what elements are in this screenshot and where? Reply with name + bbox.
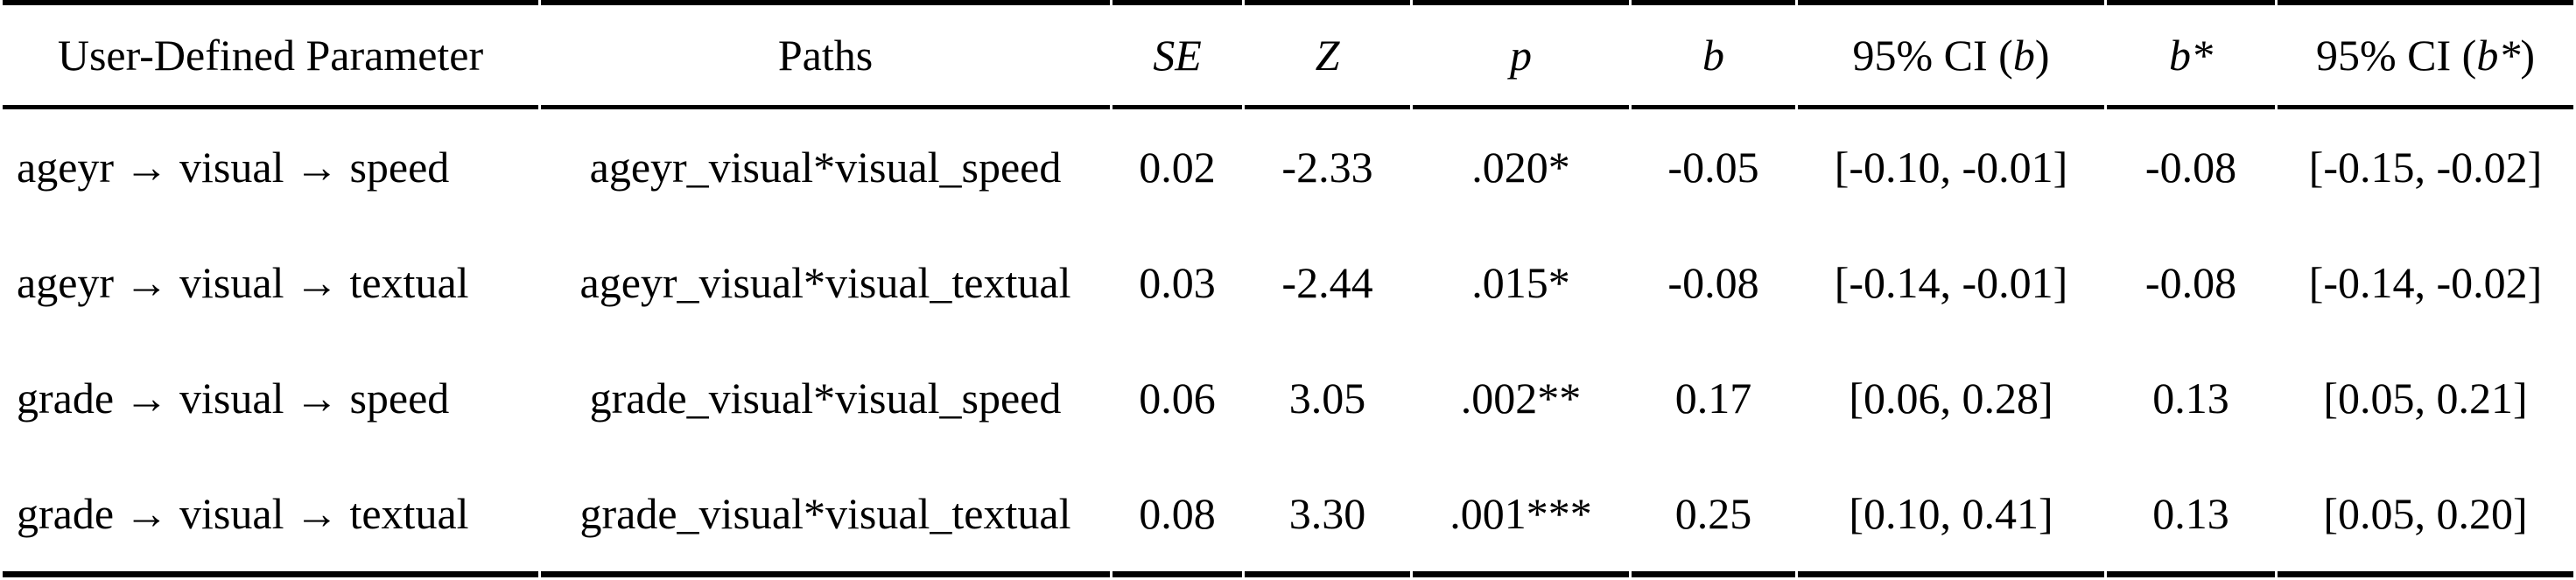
col-header-ci-b-star-label: 95% CI ( <box>2316 31 2477 80</box>
results-table-header: User-Defined Parameter Paths SE Z p b 95… <box>3 0 2573 109</box>
cell-ci-b: [-0.10, -0.01] <box>1834 143 2068 192</box>
col-header-ci-b-italic: b <box>2012 31 2035 80</box>
table-row: grade → visual → speed grade_visual*visu… <box>3 340 2573 456</box>
cell-ci-b-star: [-0.14, -0.02] <box>2308 258 2543 307</box>
cell-z: -2.33 <box>1281 143 1373 192</box>
col-header-parameter: User-Defined Parameter <box>3 0 538 109</box>
col-header-p-italic: p <box>1510 31 1532 80</box>
col-header-se-italic: SE <box>1153 31 1202 80</box>
cell-se: 0.02 <box>1139 143 1216 192</box>
cell-ci-b-star: [0.05, 0.20] <box>2278 456 2573 577</box>
cell-path: grade_visual*visual_textual <box>541 456 1110 577</box>
col-header-b-italic: b <box>1702 31 1724 80</box>
cell-se: 0.06 <box>1139 374 1216 423</box>
cell-z: 3.05 <box>1288 374 1366 423</box>
cell-b: 0.25 <box>1632 456 1795 577</box>
col-header-z-italic: Z <box>1315 31 1340 80</box>
cell-path: ageyr_visual*visual_textual <box>579 258 1071 307</box>
cell-z: 3.30 <box>1245 456 1410 577</box>
cell-ci-b-star: [-0.15, -0.02] <box>2308 143 2543 192</box>
cell-b: -0.05 <box>1667 143 1759 192</box>
cell-b-star: 0.13 <box>2152 374 2229 423</box>
table-row: ageyr → visual → textual ageyr_visual*vi… <box>3 225 2573 340</box>
cell-ci-b: [0.06, 0.28] <box>1849 374 2053 423</box>
cell-b: 0.17 <box>1674 374 1752 423</box>
cell-b: -0.08 <box>1667 258 1759 307</box>
cell-ci-b: [-0.14, -0.01] <box>1834 258 2068 307</box>
col-header-paths-label: Paths <box>777 31 874 80</box>
col-header-ci-b-star: 95% CI (b*) <box>2278 0 2573 109</box>
cell-path: grade_visual*visual_speed <box>589 374 1062 423</box>
col-header-b-star-italic: b* <box>2169 31 2213 80</box>
col-header-z: Z <box>1245 0 1410 109</box>
col-header-paths: Paths <box>541 0 1110 109</box>
col-header-p: p <box>1413 0 1629 109</box>
col-header-parameter-label: User-Defined Parameter <box>57 31 484 80</box>
col-header-b: b <box>1632 0 1795 109</box>
cell-p: .015* <box>1471 258 1570 307</box>
cell-ci-b-star: [0.05, 0.21] <box>2323 374 2528 423</box>
table-row: grade → visual → textual grade_visual*vi… <box>3 456 2573 577</box>
col-header-ci-b-suffix: ) <box>2034 31 2050 80</box>
cell-se: 0.08 <box>1113 456 1242 577</box>
cell-b-star: -0.08 <box>2144 258 2237 307</box>
col-header-ci-b-star-italic: b* <box>2476 31 2521 80</box>
cell-se: 0.03 <box>1139 258 1216 307</box>
cell-parameter: ageyr → visual → speed <box>17 143 450 192</box>
cell-parameter: ageyr → visual → textual <box>17 258 469 307</box>
cell-ci-b: [0.10, 0.41] <box>1798 456 2104 577</box>
col-header-ci-b: 95% CI (b) <box>1798 0 2104 109</box>
results-table-body: ageyr → visual → speed ageyr_visual*visu… <box>3 109 2573 577</box>
col-header-ci-b-star-suffix: ) <box>2520 31 2535 80</box>
cell-parameter: grade → visual → speed <box>17 374 450 423</box>
table-row: ageyr → visual → speed ageyr_visual*visu… <box>3 109 2573 225</box>
header-row: User-Defined Parameter Paths SE Z p b 95… <box>3 0 2573 109</box>
cell-z: -2.44 <box>1281 258 1373 307</box>
cell-b-star: 0.13 <box>2107 456 2275 577</box>
cell-p: .002** <box>1460 374 1582 423</box>
col-header-b-star: b* <box>2107 0 2275 109</box>
cell-p: .020* <box>1471 143 1570 192</box>
cell-p: .001*** <box>1413 456 1629 577</box>
cell-b-star: -0.08 <box>2144 143 2237 192</box>
cell-parameter: grade → visual → textual <box>3 456 538 577</box>
col-header-se: SE <box>1113 0 1242 109</box>
col-header-ci-b-label: 95% CI ( <box>1852 31 2013 80</box>
cell-path: ageyr_visual*visual_speed <box>589 143 1062 192</box>
